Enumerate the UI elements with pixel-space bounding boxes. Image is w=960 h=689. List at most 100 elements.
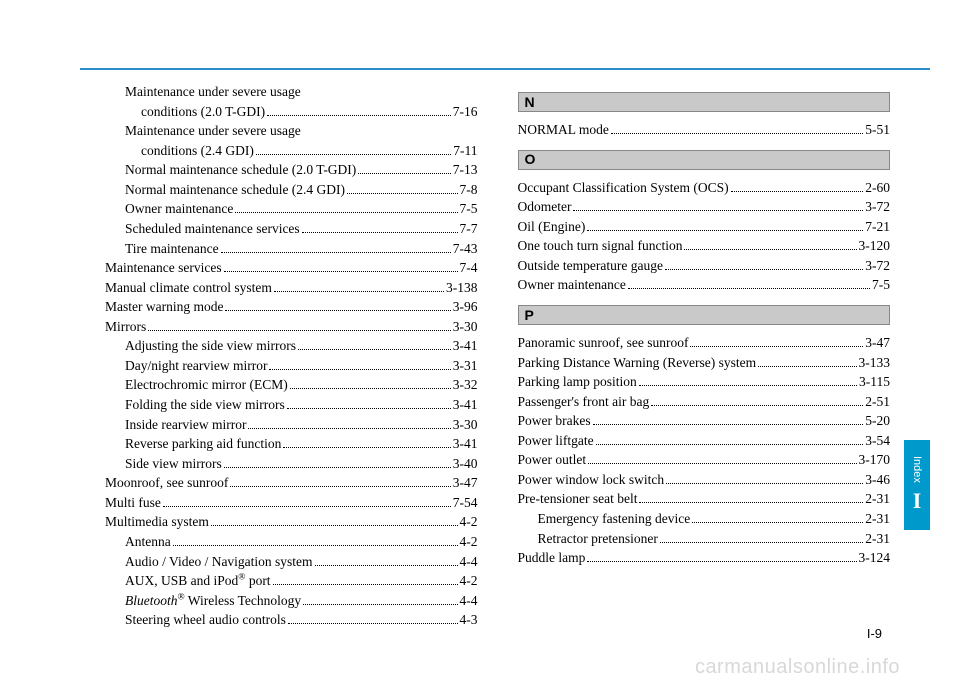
index-entry-label: Odometer — [518, 197, 572, 217]
index-entry: Power outlet3-170 — [518, 450, 891, 470]
leader-dots — [287, 408, 451, 409]
index-entry: Multimedia system4-2 — [105, 512, 478, 532]
index-entry: Emergency fastening device 2-31 — [518, 509, 891, 529]
index-entry: Parking lamp position 3-115 — [518, 372, 891, 392]
index-entry-label: Emergency fastening device — [538, 509, 691, 529]
index-entry-page: 7-5 — [872, 275, 890, 295]
index-entry-label: Parking lamp position — [518, 372, 637, 392]
index-entry-label: Side view mirrors — [125, 454, 222, 474]
leader-dots — [611, 133, 863, 134]
index-entry-label: Oil (Engine) — [518, 217, 586, 237]
index-entry: NORMAL mode5-51 — [518, 120, 891, 140]
index-entry: Audio / Video / Navigation system 4-4 — [105, 552, 478, 572]
index-entry-page: 7-8 — [460, 180, 478, 200]
index-entry-label: Steering wheel audio controls — [125, 610, 286, 630]
page-body: Maintenance under severe usageconditions… — [105, 82, 890, 629]
index-entry-page: 7-7 — [460, 219, 478, 239]
index-entry-label: Multi fuse — [105, 493, 161, 513]
index-entry: Mirrors 3-30 — [105, 317, 478, 337]
index-entry: Power liftgate3-54 — [518, 431, 891, 451]
index-entry-page: 3-41 — [453, 434, 478, 454]
index-entry: Side view mirrors3-40 — [105, 454, 478, 474]
index-entry-label: Inside rearview mirror — [125, 415, 246, 435]
leader-dots — [315, 565, 458, 566]
index-entry: Pre-tensioner seat belt2-31 — [518, 489, 891, 509]
index-entry: Passenger's front air bag2-51 — [518, 392, 891, 412]
leader-dots — [587, 561, 856, 562]
index-entry-label: conditions (2.0 T-GDI) — [141, 102, 265, 122]
index-entry: Antenna4-2 — [105, 532, 478, 552]
index-entry-label: Moonroof, see sunroof — [105, 473, 228, 493]
index-column-right: NNORMAL mode5-51OOccupant Classification… — [518, 82, 891, 629]
index-entry-label: Power brakes — [518, 411, 591, 431]
index-entry-label: conditions (2.4 GDI) — [141, 141, 254, 161]
index-entry-label: Tire maintenance — [125, 239, 219, 259]
index-entry-label: Maintenance services — [105, 258, 222, 278]
index-entry-label: Manual climate control system — [105, 278, 272, 298]
index-entry-page: 4-2 — [460, 532, 478, 552]
leader-dots — [267, 115, 451, 116]
leader-dots — [588, 463, 856, 464]
index-entry-page: 3-124 — [859, 548, 891, 568]
index-entry: Normal maintenance schedule (2.0 T-GDI)7… — [105, 160, 478, 180]
leader-dots — [173, 545, 458, 546]
index-entry: Manual climate control system 3-138 — [105, 278, 478, 298]
index-entry-page: 2-51 — [865, 392, 890, 412]
index-entry: Folding the side view mirrors3-41 — [105, 395, 478, 415]
page-number: I-9 — [867, 626, 882, 641]
leader-dots — [639, 385, 857, 386]
index-entry: Power window lock switch3-46 — [518, 470, 891, 490]
index-entry-page: 2-31 — [865, 509, 890, 529]
side-tab-index: Index I — [904, 440, 930, 530]
index-entry-label: NORMAL mode — [518, 120, 609, 140]
index-entry-page: 4-4 — [460, 552, 478, 572]
index-entry-page: 2-31 — [865, 529, 890, 549]
leader-dots — [224, 271, 458, 272]
index-entry-label: Mirrors — [105, 317, 146, 337]
top-rule — [80, 68, 930, 70]
index-entry-page: 7-54 — [453, 493, 478, 513]
leader-dots — [587, 230, 863, 231]
index-entry: Master warning mode3-96 — [105, 297, 478, 317]
index-entry: Day/night rearview mirror3-31 — [105, 356, 478, 376]
index-letter-heading: O — [518, 150, 891, 170]
index-entry: Maintenance services 7-4 — [105, 258, 478, 278]
index-entry-label: Occupant Classification System (OCS) — [518, 178, 729, 198]
index-entry: Steering wheel audio controls4-3 — [105, 610, 478, 630]
leader-dots — [224, 467, 451, 468]
index-entry-page: 3-138 — [446, 278, 478, 298]
index-entry-page: 3-115 — [859, 372, 890, 392]
index-entry-label: AUX, USB and iPod® port — [125, 571, 271, 591]
index-entry-page: 3-72 — [865, 256, 890, 276]
leader-dots — [596, 444, 864, 445]
index-entry-page: 3-133 — [859, 353, 891, 373]
leader-dots — [248, 428, 450, 429]
index-entry-page: 3-47 — [865, 333, 890, 353]
index-entry-label: Bluetooth® Wireless Technology — [125, 591, 301, 611]
side-tab-letter: I — [913, 488, 922, 514]
leader-dots — [230, 486, 450, 487]
index-entry-page: 3-30 — [453, 317, 478, 337]
index-entry-label: Reverse parking aid function — [125, 434, 281, 454]
leader-dots — [269, 369, 450, 370]
index-entry: Occupant Classification System (OCS)2-60 — [518, 178, 891, 198]
leader-dots — [221, 252, 451, 253]
leader-dots — [692, 522, 863, 523]
index-entry: Power brakes5-20 — [518, 411, 891, 431]
index-entry-label: Multimedia system — [105, 512, 209, 532]
index-entry: Scheduled maintenance services7-7 — [105, 219, 478, 239]
index-entry-label: Audio / Video / Navigation system — [125, 552, 313, 572]
leader-dots — [651, 405, 863, 406]
leader-dots — [666, 483, 863, 484]
leader-dots — [288, 623, 458, 624]
index-entry-page: 3-96 — [453, 297, 478, 317]
leader-dots — [256, 154, 451, 155]
leader-dots — [298, 349, 451, 350]
leader-dots — [660, 542, 863, 543]
index-entry-label: Normal maintenance schedule (2.4 GDI) — [125, 180, 345, 200]
index-entry-line1: Maintenance under severe usage — [105, 121, 478, 141]
index-entry-page: 7-21 — [865, 217, 890, 237]
index-entry-page: 7-4 — [460, 258, 478, 278]
leader-dots — [290, 388, 451, 389]
index-entry: Parking Distance Warning (Reverse) syste… — [518, 353, 891, 373]
